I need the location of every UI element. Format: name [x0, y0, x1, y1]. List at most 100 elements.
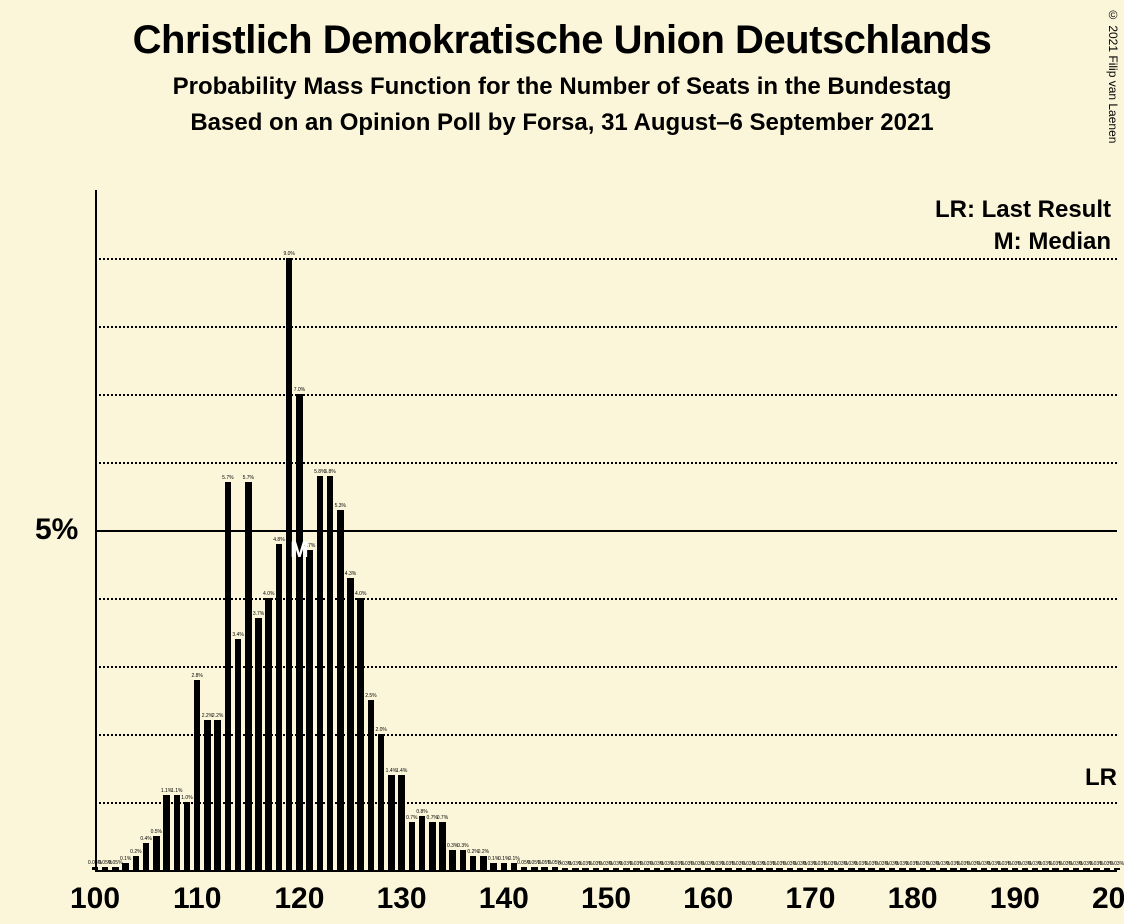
bar [725, 868, 732, 870]
bar [388, 775, 395, 870]
bar [1114, 868, 1121, 870]
bar-value-label: 0.2% [130, 849, 141, 855]
bar [409, 822, 416, 870]
bar [521, 867, 528, 870]
bar [1012, 868, 1019, 870]
bar [480, 856, 487, 870]
bar [552, 867, 559, 870]
bar [225, 482, 232, 870]
bar-value-label: 2.2% [212, 713, 223, 719]
chart-title: Christlich Demokratische Union Deutschla… [0, 18, 1124, 63]
bar [286, 258, 293, 870]
bar [306, 550, 313, 870]
bar [184, 802, 191, 870]
last-result-label: LR [1085, 764, 1117, 792]
plot-area: 5%1001101201301401501601701801902000.05%… [95, 190, 1117, 870]
bar [357, 598, 364, 870]
bar-value-label: 4.0% [263, 591, 274, 597]
bar [1063, 868, 1070, 870]
bar [848, 868, 855, 870]
x-axis [95, 870, 1117, 872]
x-tick-label: 130 [377, 882, 427, 916]
bar-value-label: 0.1% [120, 856, 131, 862]
bar-value-label: 0.7% [406, 815, 417, 821]
bar [204, 720, 211, 870]
bar-value-label: 4.8% [273, 537, 284, 543]
bar-value-label: 4.7% [304, 543, 315, 549]
bar [695, 868, 702, 870]
bar [889, 868, 896, 870]
bar [378, 734, 385, 870]
bar [756, 868, 763, 870]
bar [593, 868, 600, 870]
bar [194, 680, 201, 870]
bar-value-label: 0.03% [1110, 861, 1124, 867]
bar [347, 578, 354, 870]
bar [868, 868, 875, 870]
bar [1083, 868, 1090, 870]
bar [429, 822, 436, 870]
gridline [95, 462, 1117, 464]
bar [531, 867, 538, 870]
chart-subtitle-1: Probability Mass Function for the Number… [0, 73, 1124, 101]
bar [439, 822, 446, 870]
bar [613, 868, 620, 870]
bar-value-label: 0.8% [416, 809, 427, 815]
bar [817, 868, 824, 870]
bar [562, 868, 569, 870]
bar-value-label: 9.0% [283, 251, 294, 257]
bar [654, 868, 661, 870]
bar [960, 868, 967, 870]
bar [807, 868, 814, 870]
bar [317, 476, 324, 870]
bar-value-label: 0.4% [140, 836, 151, 842]
bar [787, 868, 794, 870]
bar [940, 868, 947, 870]
bar [920, 868, 927, 870]
bar-value-label: 0.2% [478, 849, 489, 855]
gridline [95, 326, 1117, 328]
bar [296, 394, 303, 870]
bar [1052, 868, 1059, 870]
bar [419, 816, 426, 870]
bar [92, 867, 99, 870]
bar [153, 836, 160, 870]
x-tick-label: 160 [683, 882, 733, 916]
bar-value-label: 5.7% [243, 475, 254, 481]
bar [858, 868, 865, 870]
bar [766, 868, 773, 870]
bar [470, 856, 477, 870]
bar [909, 868, 916, 870]
bar [490, 863, 497, 870]
bar-value-label: 2.8% [191, 673, 202, 679]
bar [674, 868, 681, 870]
bar [449, 850, 456, 870]
bar [797, 868, 804, 870]
bar [828, 868, 835, 870]
bar [174, 795, 181, 870]
bar [214, 720, 221, 870]
bar [1073, 868, 1080, 870]
chart-subtitle-2: Based on an Opinion Poll by Forsa, 31 Au… [0, 109, 1124, 137]
bar-value-label: 5.8% [324, 469, 335, 475]
bar [991, 868, 998, 870]
bar [971, 868, 978, 870]
bar [1104, 868, 1111, 870]
bar [122, 863, 129, 870]
copyright-text: © 2021 Filip van Laenen [1106, 8, 1120, 143]
bar [736, 868, 743, 870]
bar-value-label: 5.7% [222, 475, 233, 481]
bar [664, 868, 671, 870]
bar-value-label: 5.3% [335, 503, 346, 509]
bar [265, 598, 272, 870]
bar [235, 639, 242, 870]
x-tick-label: 170 [785, 882, 835, 916]
bar [276, 544, 283, 870]
x-tick-label: 180 [888, 882, 938, 916]
bar [633, 868, 640, 870]
bar-value-label: 1.4% [396, 768, 407, 774]
bar [776, 868, 783, 870]
bar-value-label: 0.7% [437, 815, 448, 821]
bar-value-label: 0.3% [457, 843, 468, 849]
y-tick-label: 5% [35, 513, 78, 547]
